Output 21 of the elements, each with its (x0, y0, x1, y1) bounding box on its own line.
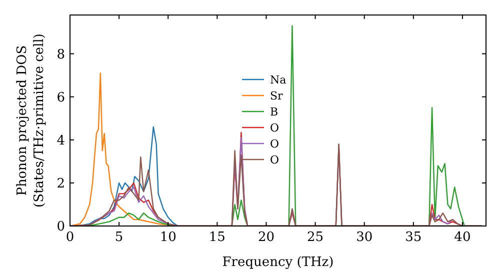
legend-label: O (270, 122, 280, 134)
x-axis-title: Frequency (THz) (222, 255, 334, 270)
legend-label: O (270, 154, 280, 166)
legend-label: Sr (270, 90, 284, 102)
x-tick-label: 40 (454, 230, 471, 245)
legend-label: O (270, 138, 280, 150)
x-tick-label: 5 (114, 230, 124, 245)
x-tick-label: 35 (405, 230, 422, 245)
y-axis-title: Phonon projected DOS (States/THz·primitive cell) (15, 33, 47, 208)
y-tick-label: 8 (56, 47, 65, 62)
legend-label: B (270, 106, 278, 118)
x-tick-label: 10 (160, 230, 176, 245)
x-tick-label: 20 (258, 230, 274, 245)
x-tick-label: 15 (208, 230, 226, 245)
y-tick-label: 6 (56, 90, 65, 106)
x-tick-label: 25 (307, 230, 324, 245)
y-tick-label: 4 (56, 133, 65, 148)
x-tick-label: 30 (356, 230, 373, 245)
y-tick-label: 0 (56, 220, 65, 234)
legend-label: Na (270, 74, 287, 86)
y-tick-label: 2 (56, 176, 65, 192)
